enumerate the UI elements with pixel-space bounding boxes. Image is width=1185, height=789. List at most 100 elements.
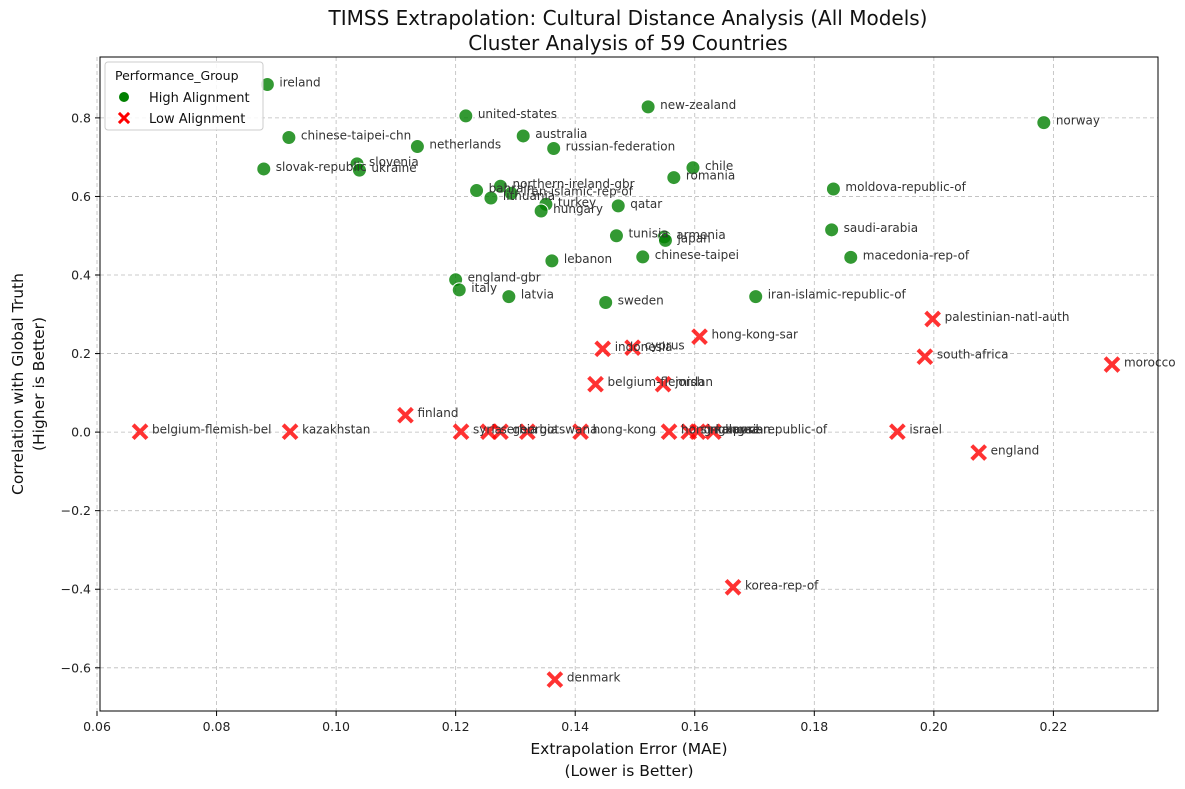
data-point-lebanon — [544, 253, 560, 269]
x-tick-label: 0.22 — [1039, 719, 1067, 734]
data-point-qatar — [610, 198, 626, 214]
point-label-armenia: armenia — [676, 228, 725, 242]
legend-title: Performance_Group — [115, 68, 239, 83]
point-label-netherlands: netherlands — [429, 138, 501, 152]
point-label-korea-rep-of: korea-rep-of — [745, 578, 819, 592]
data-point-hong-kong-chn — [660, 423, 678, 441]
plot-area-frame — [99, 56, 1159, 712]
point-label-turkey: turkey — [558, 195, 596, 209]
data-point-malaysia — [689, 423, 707, 441]
data-point-iran-islamic-republic-of — [748, 289, 764, 305]
data-point-korea-republic-of — [704, 423, 722, 441]
data-point-chile — [685, 160, 701, 176]
y-axis-title: Correlation with Global Truth — [9, 273, 27, 495]
point-label-sweden: sweden — [618, 293, 664, 307]
data-point-romania — [666, 170, 682, 186]
point-label-hong-kong-sar: hong-kong-sar — [712, 328, 799, 342]
point-label-slovenia: slovenia — [369, 155, 419, 169]
y-tick-label: −0.4 — [61, 582, 91, 597]
data-point-italy — [451, 282, 467, 298]
data-point-south-africa — [916, 348, 934, 366]
point-label-chinese-taipei-chn: chinese-taipei-chn — [301, 129, 411, 143]
data-point-israel — [889, 423, 906, 441]
point-label-iran-islamic-republic-of: iran-islamic-republic-of — [768, 288, 907, 302]
point-label-australia: australia — [535, 127, 587, 141]
point-label-serbia: serbia — [501, 423, 538, 437]
point-label-moldova-republic-of: moldova-republic-of — [845, 180, 966, 194]
data-point-lithuania — [483, 190, 499, 206]
point-label-italy: italy — [471, 281, 497, 295]
y-tick-label: 0.0 — [71, 425, 91, 440]
x-tick-label: 0.16 — [681, 719, 709, 734]
x-tick-label: 0.14 — [561, 719, 589, 734]
data-point-bahrain — [469, 183, 485, 199]
chart-subtitle: Cluster Analysis of 59 Countries — [468, 31, 787, 55]
x-tick-label: 0.20 — [920, 719, 948, 734]
y-tick-label: 0.6 — [71, 189, 91, 204]
point-label-england-gbr: england-gbr — [468, 271, 541, 285]
y-tick-label: 0.8 — [71, 110, 91, 125]
x-tick-label: 0.12 — [442, 719, 470, 734]
data-point-tunisia — [608, 228, 624, 244]
data-point-russian-federation — [546, 141, 562, 157]
data-point-finland — [397, 406, 414, 424]
point-label-israel: israel — [909, 423, 942, 437]
data-point-saudi-arabia — [824, 222, 840, 238]
point-label-tunisia: tunisia — [628, 227, 668, 241]
data-point-morocco — [1103, 356, 1121, 373]
point-label-lebanon: lebanon — [564, 252, 612, 266]
legend: Performance_Group High Alignment Low Ali… — [104, 61, 264, 131]
data-point-denmark — [546, 671, 564, 688]
x-tick-label: 0.18 — [800, 719, 828, 734]
legend-low-alignment-marker — [117, 111, 131, 125]
data-point-slovak-republic — [256, 161, 272, 177]
data-point-chinese-taipei — [635, 249, 651, 265]
data-point-sweden — [598, 294, 614, 310]
y-axis-ticks: −0.6 −0.4 −0.2 0.0 0.2 0.4 0.6 0.8 — [61, 110, 100, 675]
point-label-slovak-republic: slovak-republic — [276, 160, 367, 174]
data-point-chinese-taipei-chn — [281, 130, 297, 146]
point-label-northern-ireland-gbr: northern-ireland-gbr — [512, 177, 634, 191]
point-label-indonesia: indonesia — [615, 340, 673, 354]
x-axis-title-note: (Lower is Better) — [565, 762, 694, 780]
point-label-finland: finland — [417, 406, 458, 420]
point-label-macedonia-rep-of: macedonia-rep-of — [863, 248, 970, 262]
point-label-belgium-flemish-bel: belgium-flemish-bel — [152, 423, 271, 437]
data-point-korea-rep-of — [724, 578, 742, 596]
data-point-australia — [515, 128, 531, 144]
data-point-latvia — [501, 289, 517, 305]
point-label-united-states: united-states — [478, 107, 557, 121]
data-point-united-states — [458, 108, 474, 124]
y-tick-label: −0.6 — [61, 660, 91, 675]
y-tick-label: 0.2 — [71, 346, 91, 361]
point-label-belgium-flemish: belgium-flemish — [608, 375, 705, 389]
point-label-latvia: latvia — [521, 288, 554, 302]
data-point-norway — [1036, 115, 1052, 131]
point-label-new-zealand: new-zealand — [660, 98, 736, 112]
data-point-england — [970, 444, 988, 461]
point-label-georgia: georgia — [512, 423, 557, 437]
point-label-south-africa: south-africa — [937, 348, 1009, 362]
legend-high-alignment-label: High Alignment — [149, 91, 250, 106]
x-axis-ticks: 0.06 0.08 0.10 0.12 0.14 0.16 0.18 0.20 0.22 — [83, 711, 1067, 734]
legend-box — [104, 61, 264, 131]
point-label-cyprus: cyprus — [645, 339, 685, 353]
point-label-malaysia: malaysia — [710, 423, 764, 437]
data-point-moldova-republic-of — [825, 181, 841, 197]
point-label-jordan: jordan — [674, 375, 713, 389]
point-label-hong-kong: hong-kong — [593, 423, 657, 437]
point-label-england: england — [991, 444, 1040, 458]
y-tick-label: −0.2 — [61, 503, 91, 518]
point-label-saudi-arabia: saudi-arabia — [844, 221, 918, 235]
point-label-denmark: denmark — [567, 671, 621, 685]
data-point-hong-kong-sar — [691, 328, 708, 345]
point-label-qatar: qatar — [630, 197, 662, 211]
data-point-serbia — [480, 423, 497, 441]
data-point-ukraine — [351, 162, 367, 178]
data-point-palestinian-natl-auth — [924, 310, 941, 328]
data-point-indonesia — [594, 340, 612, 358]
point-label-lithuania: lithuania — [503, 189, 555, 203]
data-point-netherlands — [409, 139, 425, 155]
point-label-chinese-taipei: chinese-taipei — [655, 248, 739, 262]
